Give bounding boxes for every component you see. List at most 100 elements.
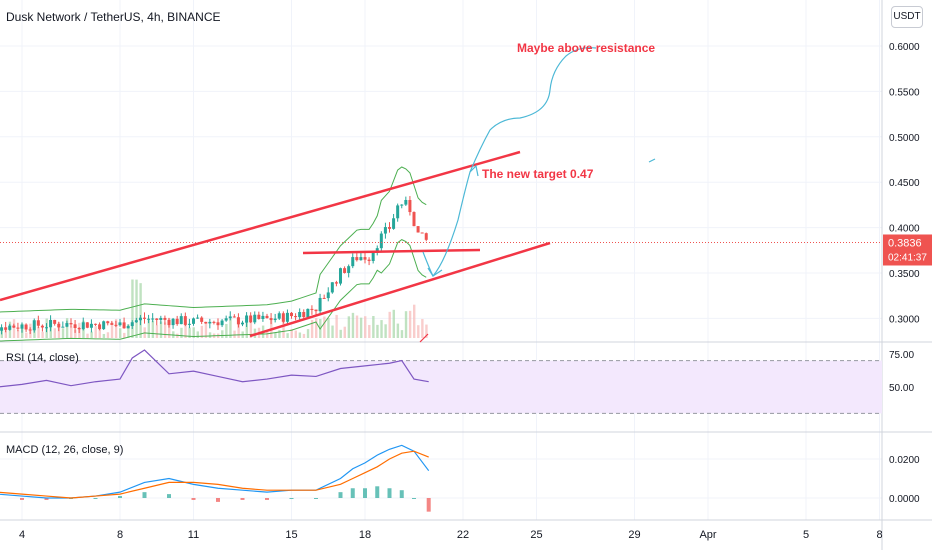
macd-axis-label: 0.0200 [889, 455, 920, 466]
candle-body [196, 317, 200, 319]
candle-body [159, 317, 163, 320]
candle-body [245, 315, 249, 323]
candle-body [265, 315, 269, 319]
time-axis-label: 22 [457, 529, 469, 541]
candle-body [416, 226, 420, 233]
candle-body [118, 322, 122, 326]
volume-bar [147, 319, 150, 338]
candle-body [367, 259, 371, 261]
currency-button[interactable]: USDT [891, 6, 923, 28]
volume-bar [376, 324, 379, 338]
volume-bar [41, 331, 44, 338]
lower-channel-line[interactable] [249, 241, 551, 338]
volume-bar [127, 324, 130, 338]
volume-bar [396, 323, 400, 338]
volume-bar [327, 318, 330, 338]
candle-body [171, 318, 175, 326]
volume-bar [331, 325, 334, 338]
volume-bar [404, 311, 408, 338]
volume-bar [102, 333, 106, 338]
macd-histogram-bar [387, 488, 392, 498]
candle-body [220, 320, 224, 326]
candle-body [12, 325, 16, 328]
volume-bar [392, 309, 395, 338]
rsi-axis-label: 75.00 [889, 350, 914, 361]
macd-label: MACD (12, 26, close, 9) [6, 444, 124, 456]
candle-body [241, 322, 244, 325]
candle-body [155, 318, 159, 320]
macd-histogram-bar [314, 498, 318, 499]
volume-bar [380, 320, 383, 338]
candle-body [343, 268, 347, 273]
candle-body [187, 323, 191, 325]
candle-body [114, 324, 118, 326]
candle-body [53, 319, 57, 324]
macd-histogram-bar [93, 498, 98, 499]
candle-body [20, 324, 24, 329]
candle-body [102, 321, 106, 330]
volume-bar [343, 326, 346, 338]
volume-bar [65, 318, 69, 338]
candle-body [232, 316, 236, 318]
candle-body [151, 318, 155, 320]
volume-bar [196, 331, 199, 338]
candle-body [45, 327, 48, 329]
time-axis-label: 15 [285, 529, 297, 541]
candle-body [134, 320, 138, 323]
time-axis-label: 18 [359, 529, 371, 541]
upper-channel-line[interactable] [0, 150, 521, 302]
horizontal-support-line[interactable] [302, 248, 481, 255]
candle-body [400, 204, 404, 206]
volume-bar [306, 329, 310, 338]
candle-body [212, 321, 216, 323]
candle-body [314, 309, 318, 312]
candle-body [269, 318, 273, 321]
price-badge [883, 234, 932, 266]
candle-body [85, 322, 89, 328]
candle-body [351, 257, 355, 267]
macd-histogram-bar [399, 490, 404, 498]
volume-bar [323, 316, 326, 338]
volume-bar [355, 315, 359, 338]
candle-body [228, 316, 232, 319]
candle-body [339, 268, 342, 284]
volume-bar [237, 318, 240, 338]
volume-bar [168, 318, 171, 338]
volume-bar [70, 326, 73, 338]
candle-body [98, 324, 102, 330]
volume-bar [180, 327, 183, 338]
candle-body [285, 312, 289, 322]
volume-bar [106, 332, 110, 338]
volume-bar [16, 330, 20, 338]
signal-line [0, 450, 429, 499]
macd-axis-label: 0.0000 [889, 494, 920, 505]
candle-body [322, 297, 326, 299]
volume-bar [417, 325, 420, 338]
candle-body [200, 317, 204, 322]
candle-body [236, 317, 240, 325]
candle-body [73, 324, 77, 329]
macd-histogram-bar [44, 498, 49, 500]
price-axis-label: 0.3000 [889, 314, 920, 325]
volume-bar [294, 330, 297, 338]
candle-body [388, 227, 391, 229]
volume-bar [114, 319, 118, 338]
candle-body [69, 323, 73, 325]
candle-body [249, 315, 253, 323]
macd-line [0, 444, 430, 499]
candle-body [138, 317, 142, 321]
volume-bar [131, 279, 134, 338]
macd-histogram-bar [289, 498, 294, 499]
volume-bar [204, 322, 208, 338]
candle-body [130, 322, 134, 327]
volume-bar [90, 331, 93, 338]
price-axis-label: 0.4500 [889, 178, 920, 189]
price-axis-label: 0.3500 [889, 269, 920, 280]
volume-bar [139, 283, 142, 338]
candle-body [363, 257, 367, 260]
volume-bar [425, 324, 428, 338]
candle-body [355, 257, 359, 261]
projection-sketch[interactable] [422, 47, 597, 278]
volume-bar [339, 329, 342, 338]
